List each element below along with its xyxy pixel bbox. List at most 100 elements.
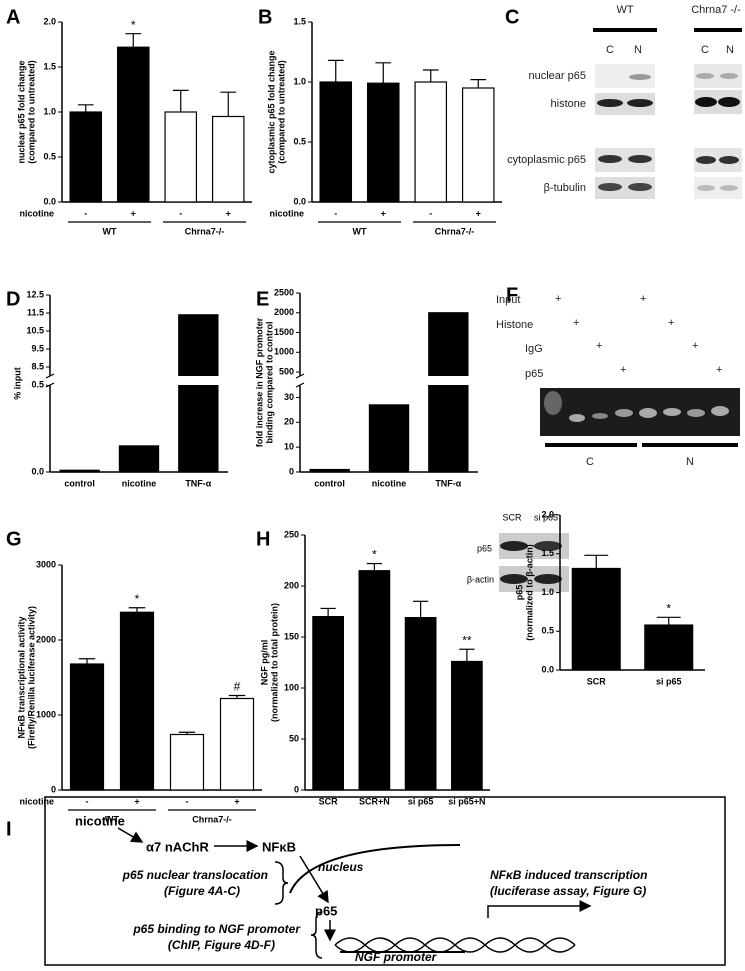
x-tick-label: SCR+N [359,796,390,806]
bar [309,468,350,473]
y-tick-label: 0.5 [43,151,56,161]
row-label: IgG [525,343,543,355]
break-mark [45,382,55,388]
plus: + [668,317,674,329]
row-label: Input [496,294,520,306]
bar [414,81,448,203]
plus: + [573,317,579,329]
y-tick-label: 1.0 [43,106,56,116]
bar [319,81,353,203]
node: nicotine [75,813,125,828]
bar [59,469,100,473]
panel-label: A [6,6,20,28]
y-tick-label: 500 [279,366,294,376]
x-tick-label: TNF-α [435,478,461,488]
genotype: Chrna7 -/- [691,4,741,16]
bar [219,697,255,791]
x-tick-label: + [226,208,231,218]
bar [178,314,219,473]
panel-label: D [6,288,20,310]
y-tick-label: 10.5 [26,325,44,335]
group-label: Chrna7-/- [192,814,232,824]
plus: + [620,364,626,376]
label: NGF promoter [355,950,438,964]
diagram-i: nicotine α7 nAChR NFκB nucleus p65 nucle… [44,796,726,966]
y-tick-label: 1000 [274,347,294,357]
x-tick-label: control [64,478,95,488]
bar [119,611,155,791]
y-tick-label: 1.0 [293,76,306,86]
label: (luciferase assay, Figure G) [490,884,646,898]
panel-label: H [256,528,270,550]
bar [358,570,391,791]
x-tick-label: + [234,796,239,806]
lane-label: C [606,44,614,56]
label: (Figure 4A-C) [164,884,240,898]
plus: + [692,340,698,352]
x-tick-label: - [179,208,182,218]
x-tick-label: - [186,796,189,806]
y-axis-label: % input [12,367,22,400]
x-tick-label: si p65 [408,796,434,806]
label: nucleus [318,860,364,874]
bar [118,445,160,473]
x-tick-label: si p65+N [448,796,485,806]
group-label: WT [105,814,119,824]
significance: ** [462,633,472,647]
y-tick-label: 0.0 [541,664,554,674]
label: p65 binding to NGF promoter [132,922,301,936]
group-label: N [686,456,694,468]
row-label: cytoplasmic p65 [507,154,586,166]
significance: * [666,601,671,615]
row-label: p65 [525,368,543,380]
lane-label: SCR [502,512,522,522]
significance: * [372,548,377,562]
x-tick-label: control [314,478,345,488]
bar [368,404,410,473]
group-label: Chrna7-/- [435,226,475,236]
row-label: nicotine [269,208,304,218]
row-label: nicotine [19,796,54,806]
panel-label: B [258,6,272,28]
x-tick-label: + [381,208,386,218]
panel-label: C [505,6,519,28]
y-tick-label: 11.5 [27,307,44,317]
plus: + [596,340,602,352]
break-mark [295,373,305,379]
gel-f: Input Histone IgG p65 + + + + + + + + C … [496,293,740,468]
axis-break [297,376,478,385]
bar [644,624,694,671]
bar [571,567,621,671]
y-tick-label: 2000 [36,634,56,644]
y-tick-label: 12.5 [26,289,44,299]
y-tick-label: 0.0 [31,466,44,476]
genotype: WT [616,4,633,16]
panel-label: F [506,284,518,306]
y-tick-label: 2500 [274,287,294,297]
group-label: WT [103,226,117,236]
y-tick-label: 0.5 [293,136,306,146]
node: α7 nAChR [146,839,209,854]
y-tick-label: 1500 [274,327,294,337]
lane-label: si p65 [534,512,558,522]
y-axis-label: NFκB transcriptional activity [16,616,26,738]
y-tick-label: 250 [284,529,299,539]
bar [404,617,437,791]
y-tick-label: 20 [284,417,294,427]
bar [164,111,198,203]
blot-h: SCR si p65 p65 β-actin [467,512,569,592]
row-label: histone [551,98,586,110]
node: p65 [315,903,337,918]
bar [116,46,150,203]
row-label: Histone [496,319,533,331]
y-axis-label: NGF pg/ml [259,640,269,686]
y-tick-label: 3000 [36,559,56,569]
y-tick-label: 0 [289,466,294,476]
x-tick-label: - [86,796,89,806]
y-tick-label: 8.5 [31,361,44,371]
y-tick-label: 150 [284,631,299,641]
y-tick-label: 100 [284,682,299,692]
panel-label: G [6,528,22,550]
y-tick-label: 1000 [36,709,56,719]
